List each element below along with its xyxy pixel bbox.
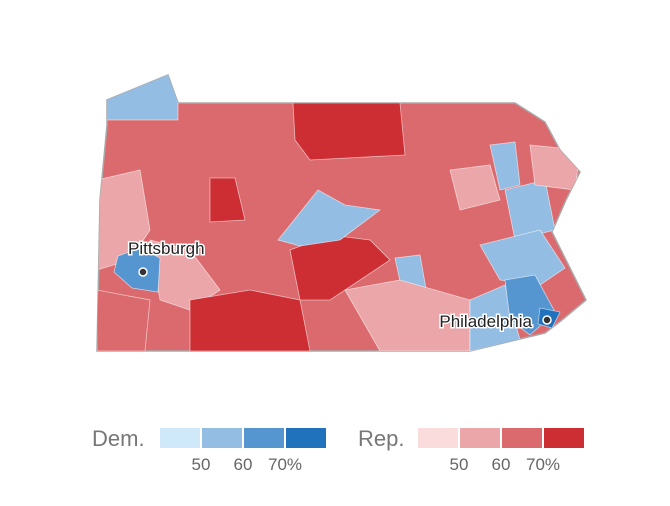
legend-tick: 70%	[526, 455, 560, 474]
legend-swatch	[418, 428, 458, 448]
city-label: Pittsburgh	[128, 239, 205, 258]
legend-tick: 70%	[268, 455, 302, 474]
state-map	[96, 74, 587, 352]
legend-swatch	[244, 428, 284, 448]
legend-tick: 60	[234, 455, 253, 474]
city-dot	[138, 267, 148, 277]
legend-swatch	[202, 428, 242, 448]
cities: Pittsburgh Philadelphia	[127, 238, 552, 333]
legend: Dem. 50 60 70% Rep. 50 60 70%	[92, 426, 584, 474]
legend-tick: 50	[192, 455, 211, 474]
city-label: Philadelphia	[439, 312, 532, 331]
legend-swatch	[502, 428, 542, 448]
legend-label: Rep.	[358, 426, 404, 451]
legend-tick: 60	[492, 455, 511, 474]
legend-swatch	[160, 428, 200, 448]
city-dot	[542, 315, 552, 325]
legend-tick: 50	[450, 455, 469, 474]
legend-swatch	[544, 428, 584, 448]
legend-swatch	[460, 428, 500, 448]
legend-swatch	[286, 428, 326, 448]
legend-label: Dem.	[92, 426, 145, 451]
